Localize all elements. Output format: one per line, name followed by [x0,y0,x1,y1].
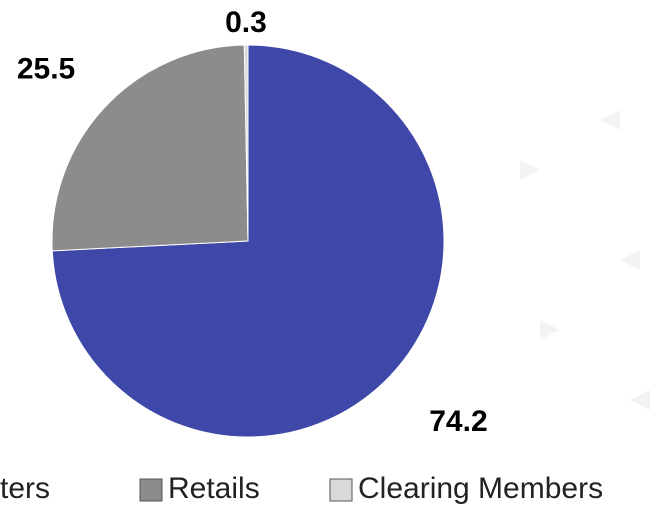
data-label: 25.5 [17,52,75,85]
background-pattern [520,110,650,410]
pie-slice [243,44,249,242]
legend-marker [139,478,163,502]
pie-slice [51,44,249,252]
legend-label: Clearing Members [358,472,603,505]
legend-label: Retails [168,472,260,505]
data-label: 0.3 [225,6,267,39]
data-label: 74.2 [429,405,487,438]
legend-label: ters [0,472,50,505]
legend-marker [329,478,353,502]
